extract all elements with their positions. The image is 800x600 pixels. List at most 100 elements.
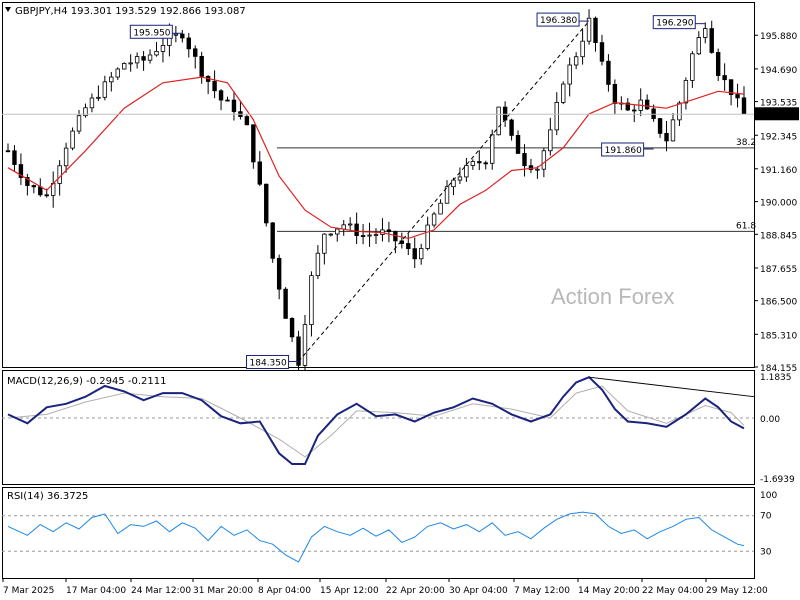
x-tick-label: 22 Apr 20:00 <box>386 586 445 596</box>
candle-body <box>354 223 359 236</box>
candle-body <box>386 229 392 233</box>
candle-body <box>573 56 579 66</box>
y-tick-label: 184.155 <box>760 364 797 374</box>
candle-body <box>128 62 133 65</box>
candle-body <box>477 161 482 164</box>
candle-body <box>70 130 75 149</box>
annotation-box <box>129 24 173 39</box>
x-tick-label: 8 Apr 04:00 <box>258 586 311 596</box>
candle-body <box>18 164 24 178</box>
x-tick-label: 17 Mar 04:00 <box>66 586 126 596</box>
y-tick-label: 193.535 <box>760 99 797 109</box>
candle-body <box>373 234 379 236</box>
moving-average <box>7 76 745 240</box>
y-tick-label: 191.160 <box>760 166 797 176</box>
candle-body <box>186 37 191 50</box>
collapse-triangle-icon[interactable] <box>5 7 11 12</box>
candle-body <box>251 124 256 163</box>
candle-body <box>44 194 49 197</box>
candle-body <box>625 102 630 111</box>
candle-body <box>57 165 62 184</box>
trendline-dashed <box>298 20 590 362</box>
candle-body <box>283 288 288 319</box>
price-panel <box>2 2 755 368</box>
candle-body <box>470 161 476 166</box>
x-tick-label: 22 May 04:00 <box>642 586 704 596</box>
candle-body <box>683 80 689 104</box>
candle-body <box>147 54 153 61</box>
candle-body <box>115 68 120 78</box>
candle-body <box>335 228 340 235</box>
macd-panel <box>2 370 755 485</box>
candle-body <box>606 60 611 85</box>
candle-body <box>102 81 108 98</box>
rsi-tick-label: 30 <box>760 547 772 557</box>
annotation-label: 196.290 <box>656 19 693 29</box>
macd-main-line <box>7 376 745 465</box>
candle-body <box>690 53 695 81</box>
candle-body <box>522 153 527 167</box>
fib-label: 38.2 <box>736 138 756 148</box>
candle-body <box>496 106 501 136</box>
annotation-label: 184.350 <box>250 358 287 368</box>
candle-body <box>586 17 592 42</box>
candle-body <box>670 119 676 142</box>
candle-body <box>457 176 463 181</box>
x-tick-label: 7 Mar 2025 <box>3 586 54 596</box>
candle-body <box>5 150 11 153</box>
candle-body <box>612 84 618 104</box>
annotation-box <box>652 15 696 30</box>
y-tick-label: 187.655 <box>760 265 797 275</box>
annotation-box <box>536 12 580 27</box>
y-tick-label: 190.000 <box>760 199 797 209</box>
candle-body <box>444 186 450 204</box>
candle-body <box>541 150 547 170</box>
y-tick-label: 194.690 <box>760 66 797 76</box>
candle-body <box>593 17 598 44</box>
x-tick-label: 15 Apr 12:00 <box>320 586 379 596</box>
candle-body <box>199 55 204 77</box>
macd-tick-label: 0.00 <box>760 415 780 425</box>
candle-body <box>735 94 740 99</box>
candle-body <box>296 336 301 366</box>
x-tick-label: 29 May 12:00 <box>706 586 768 596</box>
candle-body <box>567 64 572 85</box>
candle-body <box>528 165 534 170</box>
candle-body <box>554 102 559 131</box>
candle-body <box>63 147 69 167</box>
candle-body <box>302 324 308 366</box>
x-axis: 7 Mar 2025 17 Mar 04:00 24 Mar 12:00 31 Mar… <box>2 578 768 596</box>
candle-body <box>180 33 185 39</box>
fib-label: 61.8 <box>736 221 756 231</box>
candle-body <box>83 107 88 117</box>
candle-body <box>38 186 43 196</box>
macd-signal-line <box>7 385 745 458</box>
rsi-panel <box>2 487 755 579</box>
candle-body <box>257 161 262 185</box>
rsi-title: RSI(14) 36.3725 <box>7 491 88 502</box>
candle-body <box>193 48 198 57</box>
rsi-tick-label: 100 <box>760 491 777 501</box>
candle-body <box>347 223 353 226</box>
y-tick-label: 195.880 <box>760 32 797 42</box>
x-tick-label: 7 May 12:00 <box>514 586 570 596</box>
y-tick-label: 188.845 <box>760 231 797 241</box>
candle-body <box>425 224 430 249</box>
chart-header: GBPJPY,H4 193.301 193.529 192.866 193.08… <box>15 6 246 17</box>
candle-body <box>561 83 566 103</box>
candle-body <box>160 45 166 52</box>
x-tick-label: 24 Mar 12:00 <box>131 586 191 596</box>
current-price-box <box>755 107 799 121</box>
candle-body <box>709 28 714 53</box>
candle-body <box>134 56 140 64</box>
candle-body <box>89 97 95 109</box>
annotation-label: 196.380 <box>540 16 577 26</box>
candle-body <box>315 252 321 277</box>
candle-body <box>289 317 295 338</box>
candle-body <box>715 52 721 76</box>
candle-body <box>431 213 437 226</box>
candle-body <box>141 56 146 61</box>
candle-body <box>438 202 443 215</box>
y-tick-label: 186.500 <box>760 298 797 308</box>
